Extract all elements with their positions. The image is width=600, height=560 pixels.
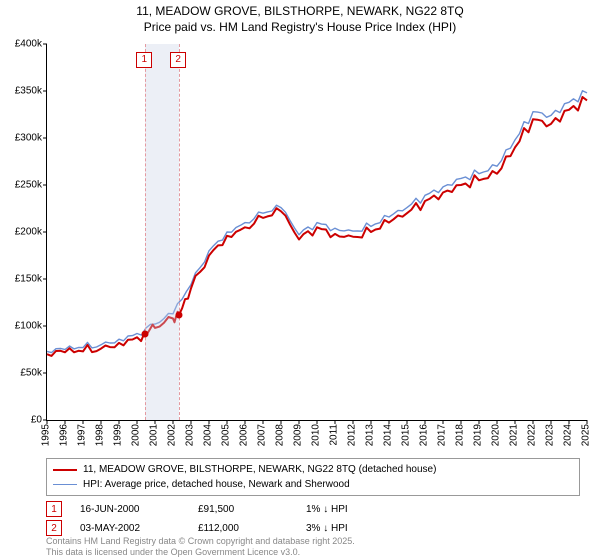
y-tick-label: £250k [0,180,42,191]
sale-row: 1 16-JUN-2000 £91,500 1% ↓ HPI [46,501,580,517]
y-tick-label: £300k [0,133,42,144]
legend-swatch [53,469,77,471]
sale-date: 16-JUN-2000 [80,504,180,515]
x-tick-label: 2019 [473,424,484,446]
chart-title: 11, MEADOW GROVE, BILSTHORPE, NEWARK, NG… [0,0,600,35]
legend-label: 11, MEADOW GROVE, BILSTHORPE, NEWARK, NG… [83,462,436,477]
x-tick-label: 2012 [347,424,358,446]
x-tick-label: 2010 [311,424,322,446]
y-tick-label: £0 [0,415,42,426]
legend-label: HPI: Average price, detached house, Newa… [83,477,350,492]
sale-delta: 3% ↓ HPI [306,523,396,534]
x-tick-label: 2022 [527,424,538,446]
title-line2: Price paid vs. HM Land Registry's House … [144,20,456,34]
x-tick-label: 2014 [383,424,394,446]
x-tick-label: 1997 [77,424,88,446]
series-hpi [47,91,587,353]
chart-svg [47,44,587,420]
legend-item: 11, MEADOW GROVE, BILSTHORPE, NEWARK, NG… [53,462,573,477]
footer-line1: Contains HM Land Registry data © Crown c… [46,536,355,546]
x-tick-label: 2015 [401,424,412,446]
x-tick-label: 2009 [293,424,304,446]
legend-swatch [53,484,77,485]
x-tick-label: 2006 [239,424,250,446]
sale-delta: 1% ↓ HPI [306,504,396,515]
y-tick-label: £200k [0,227,42,238]
x-tick-label: 2016 [419,424,430,446]
legend-item: HPI: Average price, detached house, Newa… [53,477,573,492]
y-tick-label: £400k [0,39,42,50]
x-tick-label: 2018 [455,424,466,446]
x-tick-label: 1996 [59,424,70,446]
x-tick-label: 2001 [149,424,160,446]
sales-table: 1 16-JUN-2000 £91,500 1% ↓ HPI 2 03-MAY-… [46,498,580,539]
sale-marker-icon: 2 [46,520,62,536]
sale-annotation: 2 [170,52,186,68]
x-tick-label: 1998 [95,424,106,446]
x-tick-label: 2024 [563,424,574,446]
y-tick-label: £50k [0,368,42,379]
x-tick-label: 2021 [509,424,520,446]
title-line1: 11, MEADOW GROVE, BILSTHORPE, NEWARK, NG… [136,4,463,18]
x-tick-label: 1995 [41,424,52,446]
footer-attribution: Contains HM Land Registry data © Crown c… [46,536,355,558]
x-tick-label: 2025 [581,424,592,446]
legend: 11, MEADOW GROVE, BILSTHORPE, NEWARK, NG… [46,458,580,496]
x-tick-label: 2020 [491,424,502,446]
x-tick-label: 1999 [113,424,124,446]
sale-marker-icon: 1 [46,501,62,517]
x-tick-label: 2007 [257,424,268,446]
x-tick-label: 2008 [275,424,286,446]
x-tick-label: 2013 [365,424,376,446]
x-tick-label: 2011 [329,424,340,446]
sale-price: £91,500 [198,504,288,515]
footer-line2: This data is licensed under the Open Gov… [46,547,300,557]
y-tick-label: £100k [0,321,42,332]
x-tick-label: 2003 [185,424,196,446]
x-tick-label: 2000 [131,424,142,446]
sale-annotation: 1 [136,52,152,68]
sale-row: 2 03-MAY-2002 £112,000 3% ↓ HPI [46,520,580,536]
y-tick-label: £350k [0,86,42,97]
y-tick-label: £150k [0,274,42,285]
x-tick-label: 2004 [203,424,214,446]
x-tick-label: 2002 [167,424,178,446]
sale-date: 03-MAY-2002 [80,523,180,534]
series-price_paid [47,97,587,356]
sale-price: £112,000 [198,523,288,534]
x-tick-label: 2005 [221,424,232,446]
chart-plot-area [46,44,587,421]
x-tick-label: 2017 [437,424,448,446]
x-tick-label: 2023 [545,424,556,446]
